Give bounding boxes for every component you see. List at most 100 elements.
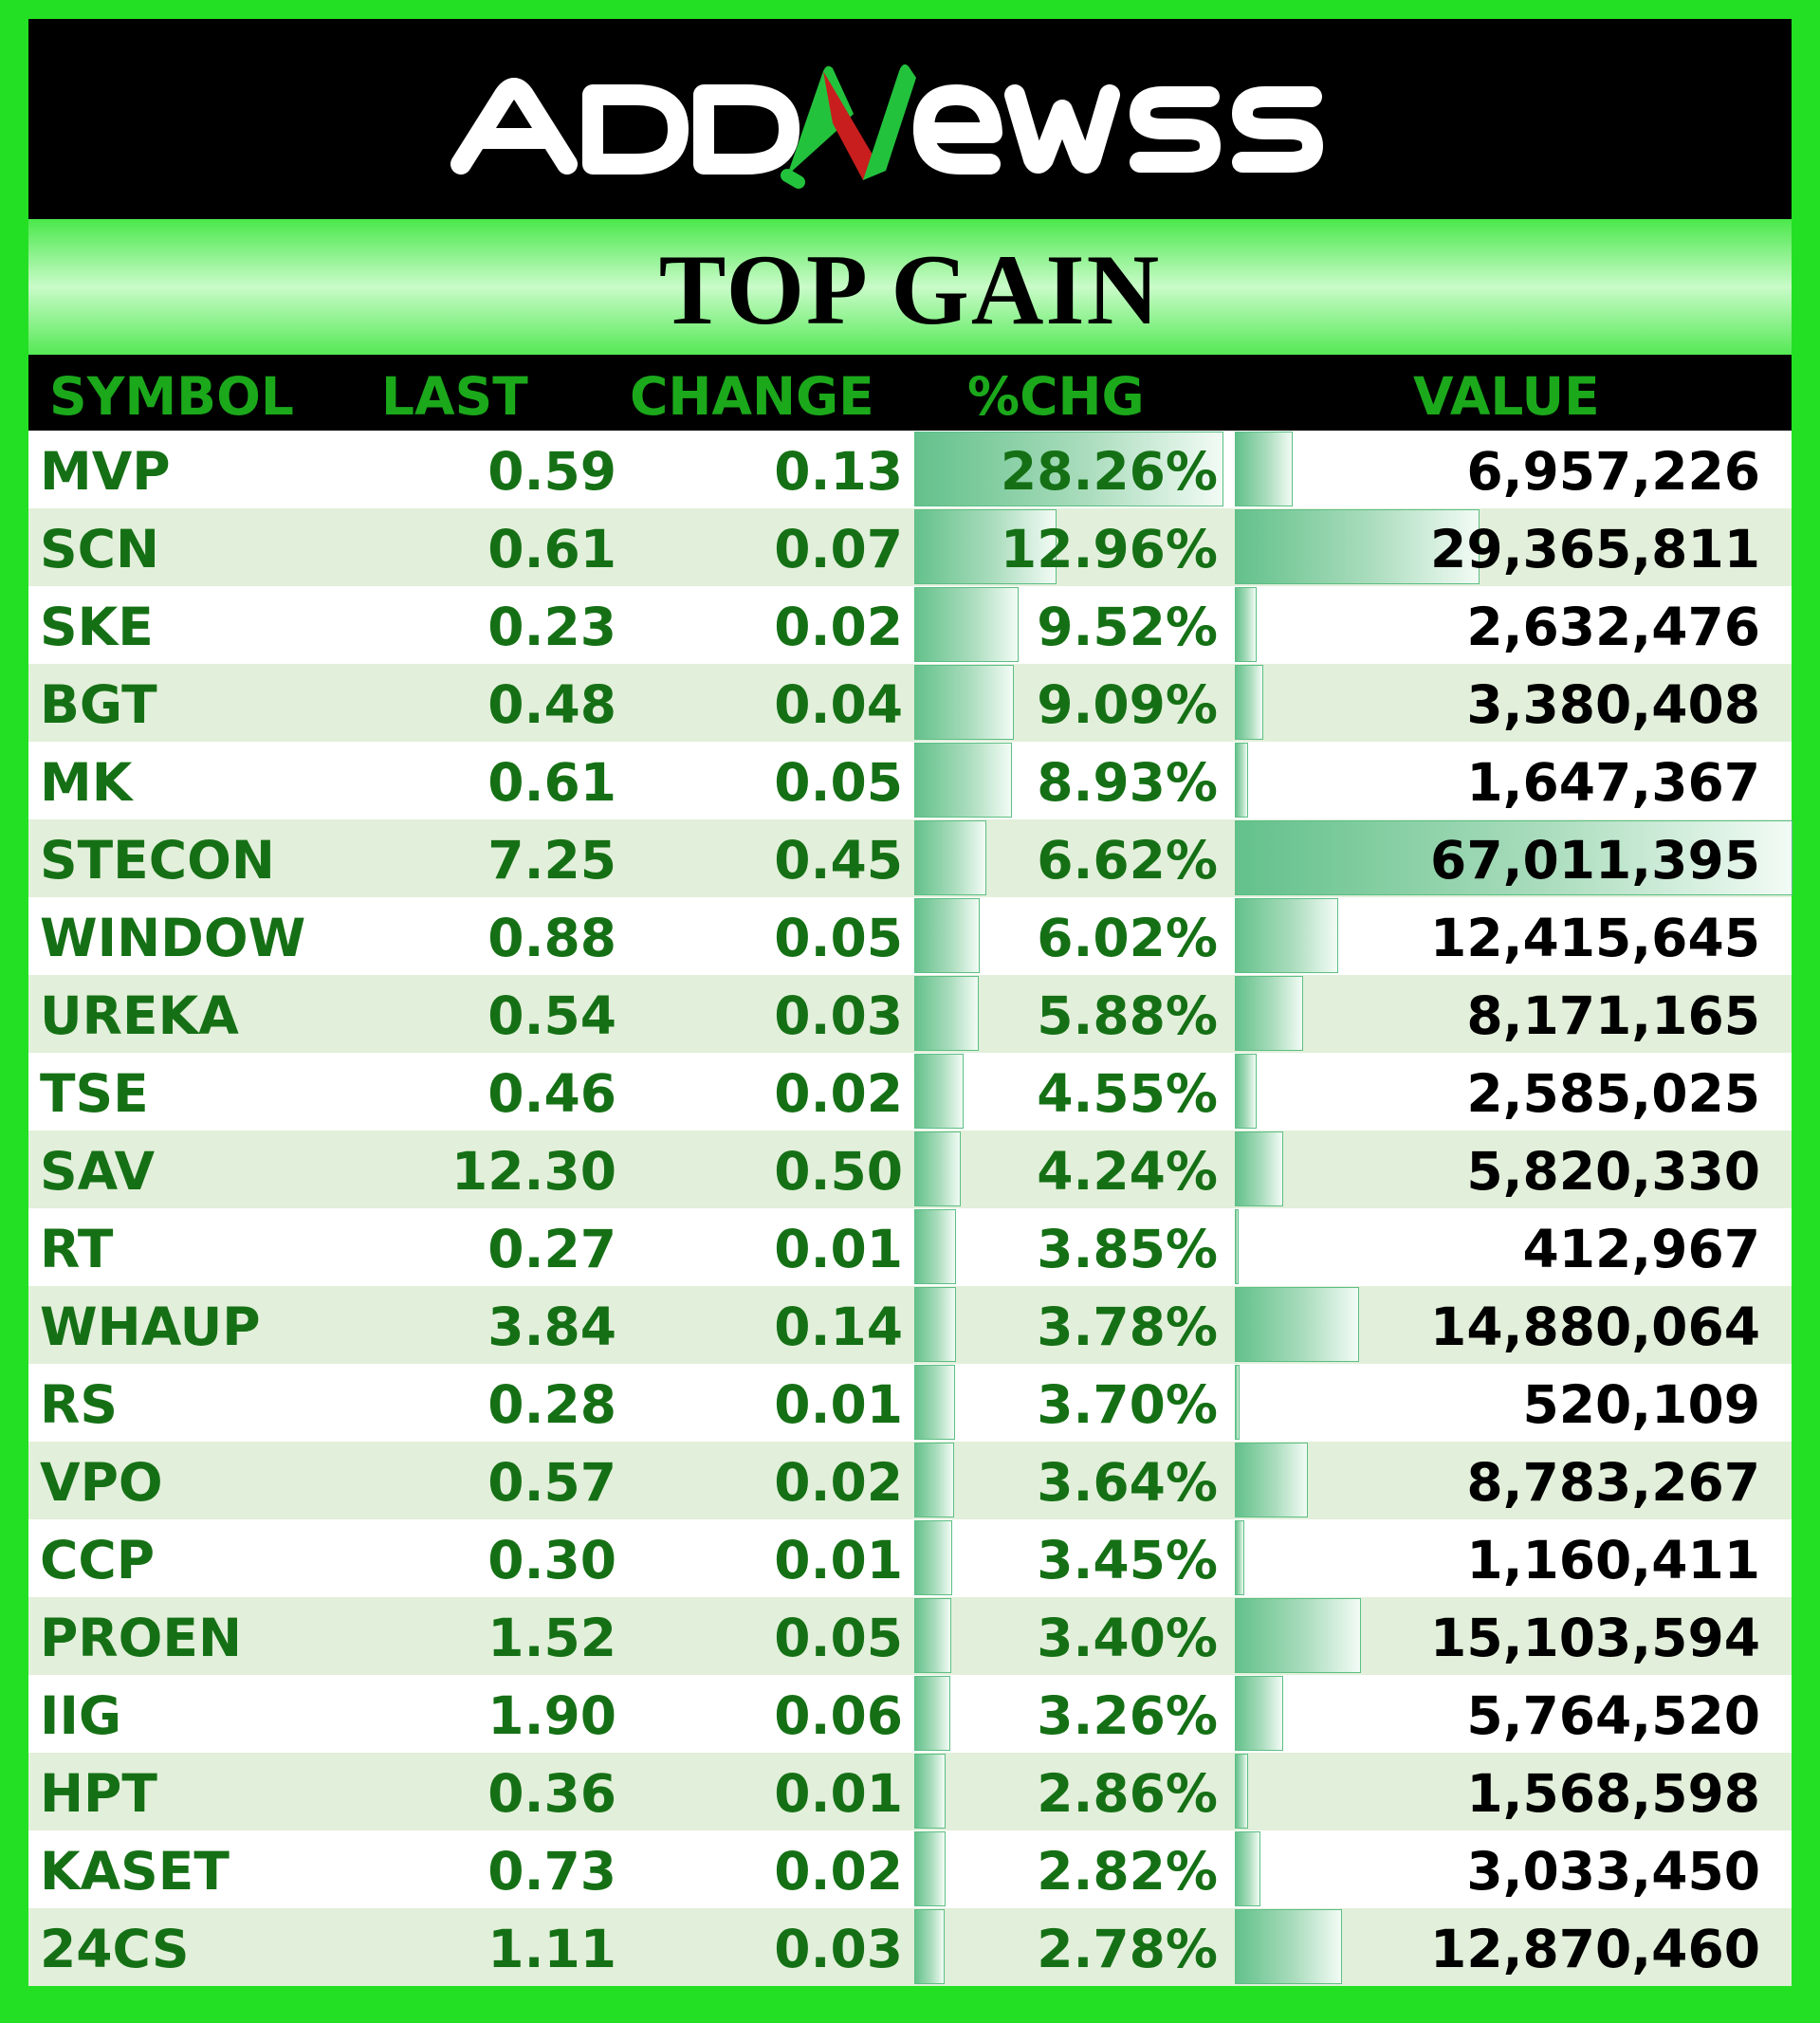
change-cell: 0.05	[774, 752, 903, 813]
header-symbol: SYMBOL	[49, 366, 294, 427]
value-databar	[1235, 432, 1293, 506]
symbol-cell: VPO	[40, 1452, 163, 1513]
title-banner: TOP GAIN	[28, 219, 1792, 355]
change-cell: 0.02	[774, 1063, 903, 1124]
pct-databar	[914, 1831, 946, 1906]
symbol-cell: KASET	[40, 1841, 230, 1902]
pct-databar	[914, 820, 986, 895]
pct-change-cell: 3.26%	[914, 1675, 1223, 1753]
value-databar	[1235, 976, 1303, 1051]
value-databar	[1235, 1909, 1342, 1984]
change-cell: 0.14	[774, 1297, 903, 1357]
symbol-cell: BGT	[40, 674, 157, 735]
pct-change-cell-text: 3.70%	[1037, 1374, 1218, 1435]
pct-change-cell: 4.55%	[914, 1053, 1223, 1131]
pct-change-cell-text: 9.09%	[1037, 674, 1218, 735]
pct-change-cell-text: 9.52%	[1037, 597, 1218, 657]
table-row: KASET 0.73 0.02 2.82% 3,033,450	[28, 1830, 1792, 1908]
table-row: BGT 0.48 0.04 9.09% 3,380,408	[28, 664, 1792, 742]
last-cell: 0.57	[487, 1452, 616, 1513]
value-cell: 5,764,520	[1233, 1675, 1791, 1753]
main-frame: TOP GAIN SYMBOL LAST CHANGE %CHG VALUE M…	[28, 19, 1792, 1990]
value-databar	[1235, 1598, 1361, 1673]
value-databar	[1235, 1209, 1239, 1284]
pct-change-cell-text: 4.24%	[1037, 1141, 1218, 1202]
value-cell: 1,647,367	[1233, 742, 1791, 819]
change-cell: 0.50	[774, 1141, 903, 1202]
symbol-cell: IIG	[40, 1685, 122, 1746]
pct-change-cell-text: 2.78%	[1037, 1919, 1218, 1979]
pct-databar	[914, 1287, 956, 1362]
symbol-cell: UREKA	[40, 985, 239, 1046]
change-cell: 0.45	[774, 830, 903, 891]
pct-change-cell: 3.45%	[914, 1519, 1223, 1597]
pct-change-cell-text: 3.64%	[1037, 1452, 1218, 1513]
value-databar	[1235, 509, 1480, 584]
pct-change-cell: 2.82%	[914, 1830, 1223, 1908]
pct-change-cell: 3.40%	[914, 1597, 1223, 1675]
pct-change-cell: 9.52%	[914, 586, 1223, 664]
pct-change-cell-text: 12.96%	[1000, 519, 1218, 579]
value-cell: 12,870,460	[1233, 1908, 1791, 1986]
value-cell-text: 14,880,064	[1430, 1297, 1760, 1357]
pct-databar	[914, 1054, 964, 1129]
pct-change-cell-text: 3.40%	[1037, 1608, 1218, 1668]
pct-change-cell: 4.24%	[914, 1131, 1223, 1208]
last-cell: 0.46	[487, 1063, 616, 1124]
value-cell: 14,880,064	[1233, 1286, 1791, 1364]
symbol-cell: STECON	[40, 830, 275, 891]
value-cell-text: 2,585,025	[1466, 1063, 1760, 1124]
value-databar	[1235, 1520, 1244, 1595]
value-cell-text: 5,764,520	[1466, 1685, 1760, 1746]
pct-change-cell: 28.26%	[914, 431, 1223, 508]
last-cell: 1.90	[487, 1685, 616, 1746]
value-cell-text: 6,957,226	[1466, 441, 1760, 502]
pct-change-cell: 12.96%	[914, 508, 1223, 586]
pct-change-cell: 3.78%	[914, 1286, 1223, 1364]
last-cell: 0.28	[487, 1374, 616, 1435]
pct-databar	[914, 898, 980, 973]
symbol-cell: PROEN	[40, 1608, 243, 1668]
header-change: CHANGE	[630, 366, 874, 427]
last-cell: 1.11	[487, 1919, 616, 1979]
change-cell: 0.03	[774, 1919, 903, 1979]
value-cell-text: 1,160,411	[1466, 1530, 1760, 1591]
table-row: SAV 12.30 0.50 4.24% 5,820,330	[28, 1131, 1792, 1208]
pct-change-cell-text: 28.26%	[1000, 441, 1218, 502]
value-cell-text: 5,820,330	[1466, 1141, 1760, 1202]
last-cell: 7.25	[487, 830, 616, 891]
value-cell-text: 15,103,594	[1430, 1608, 1760, 1668]
value-cell: 412,967	[1233, 1208, 1791, 1286]
value-cell-text: 12,415,645	[1430, 908, 1760, 968]
symbol-cell: CCP	[40, 1530, 156, 1591]
pct-databar	[914, 587, 1019, 662]
value-cell: 520,109	[1233, 1364, 1791, 1442]
last-cell: 0.88	[487, 908, 616, 968]
last-cell: 0.30	[487, 1530, 616, 1591]
pct-databar	[914, 1365, 955, 1440]
symbol-cell: HPT	[40, 1763, 157, 1824]
change-cell: 0.02	[774, 1841, 903, 1902]
last-cell: 0.23	[487, 597, 616, 657]
symbol-cell: SCN	[40, 519, 160, 579]
value-databar	[1235, 1754, 1248, 1829]
change-cell: 0.02	[774, 597, 903, 657]
value-cell: 29,365,811	[1233, 508, 1791, 586]
value-databar	[1235, 1054, 1257, 1129]
change-cell: 0.04	[774, 674, 903, 735]
pct-databar	[914, 1520, 952, 1595]
value-cell-text: 2,632,476	[1466, 597, 1760, 657]
pct-change-cell: 2.78%	[914, 1908, 1223, 1986]
last-cell: 3.84	[487, 1297, 616, 1357]
last-cell: 1.52	[487, 1608, 616, 1668]
pct-change-cell: 3.85%	[914, 1208, 1223, 1286]
change-cell: 0.01	[774, 1763, 903, 1824]
value-databar	[1235, 1131, 1283, 1206]
value-databar	[1235, 1287, 1359, 1362]
pct-databar	[914, 976, 979, 1051]
value-databar	[1235, 743, 1248, 818]
table-row: CCP 0.30 0.01 3.45% 1,160,411	[28, 1519, 1792, 1597]
pct-change-cell-text: 3.78%	[1037, 1297, 1218, 1357]
pct-change-cell-text: 3.45%	[1037, 1530, 1218, 1591]
value-cell-text: 8,171,165	[1466, 985, 1760, 1046]
